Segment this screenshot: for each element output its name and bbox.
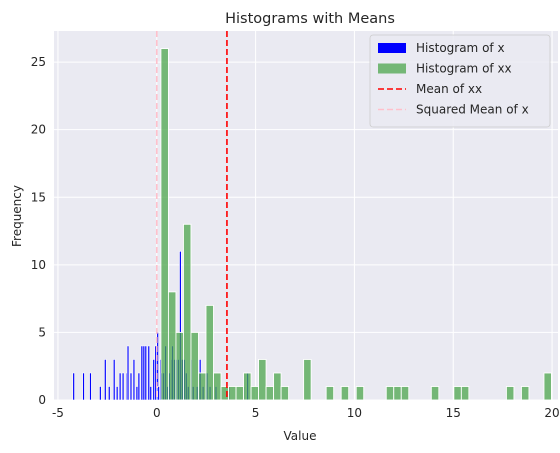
x-tick-label: -5 <box>52 406 64 420</box>
bar-x <box>129 372 133 401</box>
bar-xx <box>393 386 402 401</box>
bar-x <box>99 386 102 401</box>
bar-x <box>152 359 155 401</box>
bar-xx <box>325 386 335 401</box>
bar-x <box>157 386 160 401</box>
bar-xx <box>430 386 440 401</box>
legend-label: Histogram of xx <box>416 62 512 76</box>
bar-xx <box>265 386 275 401</box>
y-tick-label: 10 <box>31 258 46 272</box>
x-tick-label: 5 <box>252 406 260 420</box>
tick-labels: -5 0 5 10 15 20 0 5 10 15 20 25 <box>31 55 560 420</box>
bar-xx <box>160 48 169 401</box>
bar-xx <box>167 291 177 401</box>
bar-xx <box>520 386 530 401</box>
bar-xx <box>355 386 365 401</box>
y-tick-label: 15 <box>31 190 46 204</box>
legend-label: Mean of xx <box>416 82 482 96</box>
bar-x <box>132 359 136 401</box>
bars-group <box>72 48 552 401</box>
y-tick-label: 5 <box>38 325 46 339</box>
x-tick-label: 10 <box>347 406 362 420</box>
x-tick-label: 15 <box>446 406 461 420</box>
bar-x <box>72 372 75 401</box>
bar-xx <box>250 386 260 401</box>
x-tick-label: 20 <box>544 406 559 420</box>
y-tick-label: 0 <box>38 393 46 407</box>
bar-xx <box>340 386 350 401</box>
y-axis-label: Frequency <box>10 185 24 247</box>
bar-x <box>135 386 139 401</box>
legend: Histogram of x Histogram of xx Mean of xx S… <box>369 34 551 128</box>
x-axis-label: Value <box>284 429 317 443</box>
bar-xx <box>385 386 395 401</box>
bar-xx <box>543 372 552 401</box>
bar-x <box>140 345 144 401</box>
bar-xx <box>258 359 267 401</box>
bar-xx <box>460 386 470 401</box>
legend-box <box>369 34 551 128</box>
bar-xx <box>453 386 462 401</box>
legend-label: Squared Mean of x <box>416 103 529 117</box>
bar-x <box>82 372 85 401</box>
bar-xx <box>273 372 282 401</box>
legend-swatch <box>378 63 406 74</box>
bar-xx <box>228 386 237 401</box>
bar-x <box>142 345 146 401</box>
bar-x <box>126 345 130 401</box>
bar-xx <box>183 223 192 401</box>
bar-xx <box>205 304 214 401</box>
mean-lines <box>155 31 228 400</box>
bar-xx <box>235 386 244 401</box>
bar-x <box>108 386 111 401</box>
bar-xx <box>190 331 199 401</box>
bar-xx <box>400 386 410 401</box>
bar-xx <box>243 372 252 401</box>
bar-x <box>147 345 150 401</box>
bar-x <box>137 372 141 401</box>
bar-x <box>115 386 119 401</box>
bar-x <box>104 359 107 401</box>
y-tick-label: 25 <box>31 55 46 69</box>
bar-xx <box>303 359 312 401</box>
y-tick-label: 20 <box>31 123 46 137</box>
bar-xx <box>213 372 222 401</box>
bar-x <box>149 386 152 401</box>
bar-x <box>144 345 147 401</box>
bar-xx <box>505 386 515 401</box>
bar-xx <box>280 386 290 401</box>
x-tick-label: 0 <box>153 406 161 420</box>
bar-x <box>112 359 116 401</box>
bar-x <box>118 372 122 401</box>
bar-xx <box>198 372 207 401</box>
legend-label: Histogram of x <box>416 41 505 55</box>
legend-swatch <box>378 43 406 53</box>
bar-x <box>89 372 92 401</box>
chart-title: Histograms with Means <box>225 11 395 27</box>
bar-x <box>121 372 125 401</box>
bar-xx <box>175 331 184 401</box>
